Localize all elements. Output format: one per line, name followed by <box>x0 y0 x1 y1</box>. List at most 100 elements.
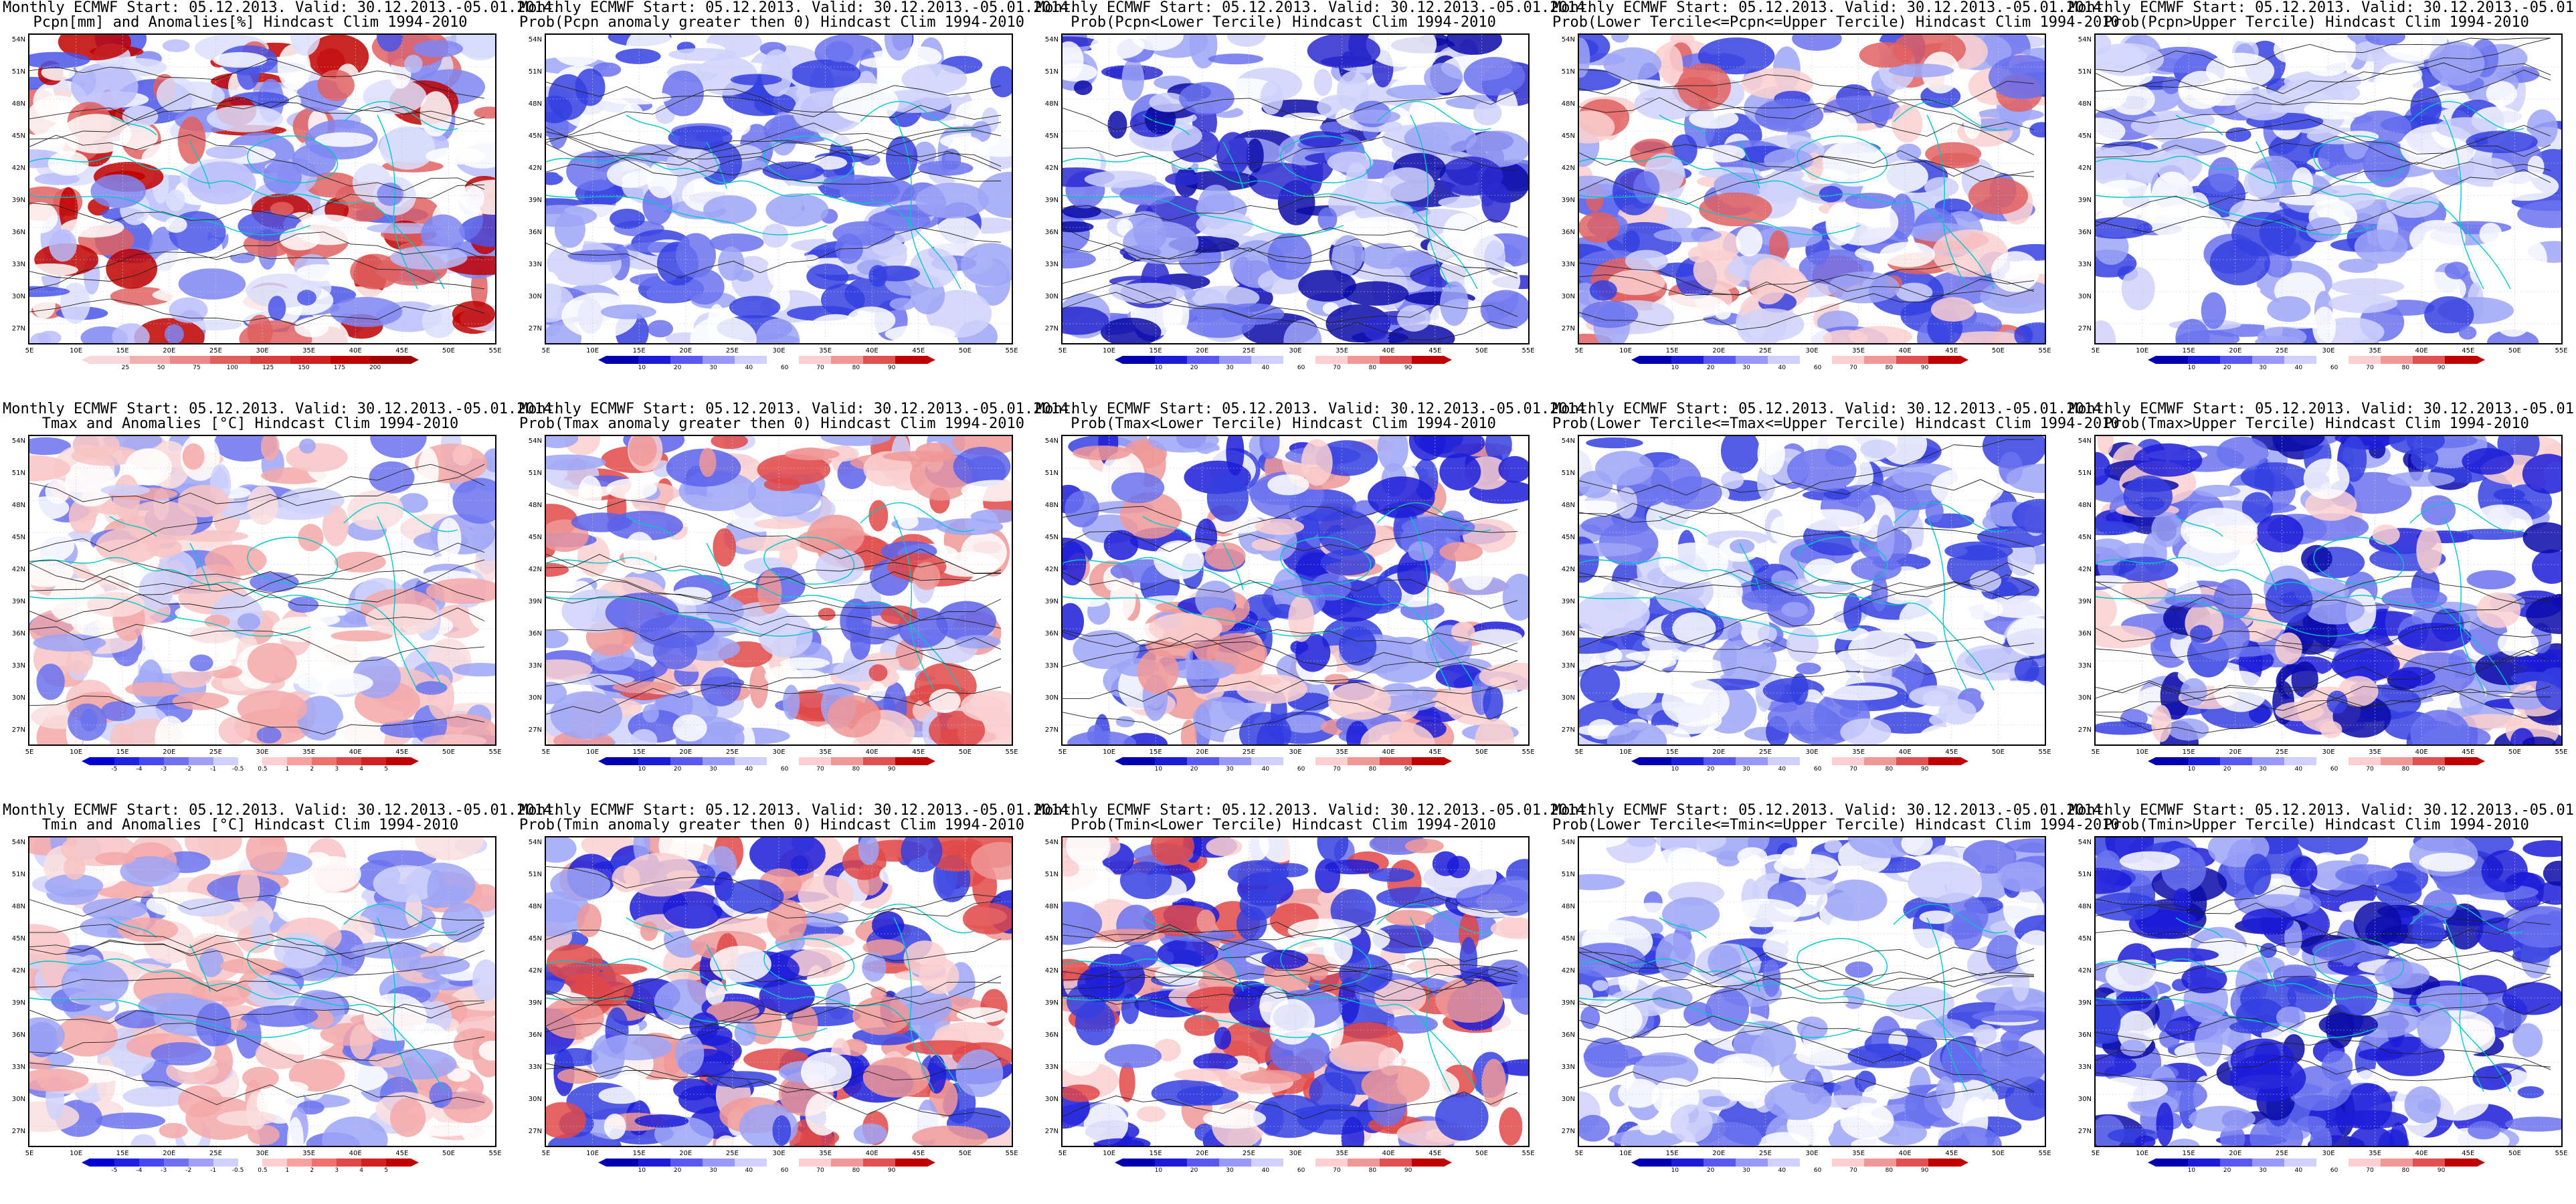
lat-tick-label: 45N <box>2078 132 2092 140</box>
colorbar-label: 70 <box>2366 1167 2374 1174</box>
lon-tick-label: 20E <box>2229 748 2242 756</box>
lon-tick-label: 55E <box>2555 1150 2568 1157</box>
map-field <box>1578 435 2046 746</box>
colorbar-swatch <box>638 356 671 364</box>
colorbar-label: 30 <box>1742 1167 1750 1174</box>
lat-tick-label: 48N <box>528 903 542 910</box>
colorbar-swatch <box>895 757 928 765</box>
colorbar-swatch <box>1283 1159 1316 1167</box>
colorbar-swatch <box>1380 757 1412 765</box>
lat-tick-label: 45N <box>2078 935 2092 942</box>
lat-tick-label: 39N <box>2078 598 2092 605</box>
colorbar-swatch <box>337 757 362 765</box>
colorbar-label: 70 <box>1333 365 1341 371</box>
field-plot <box>1063 837 1528 1146</box>
colorbar-swatch <box>2349 1159 2381 1167</box>
lat-tick-label: 45N <box>2078 534 2092 541</box>
colorbar-label: -4 <box>136 1167 143 1174</box>
colorbar-swatch <box>1639 757 1672 765</box>
colorbar-swatch <box>1864 1159 1897 1167</box>
colorbar-swatch <box>90 757 115 765</box>
colorbar-swatch <box>799 757 832 765</box>
colorbar-swatch <box>831 356 864 364</box>
lon-tick-label: 50E <box>442 1150 455 1157</box>
colorbar-label: 70 <box>1849 766 1857 773</box>
lon-tick-label: 30E <box>1805 1150 1819 1157</box>
colorbar-swatch <box>799 1159 832 1167</box>
colorbar-swatch <box>1251 1159 1284 1167</box>
panel-subtitle: Prob(Lower Tercile<=Tmax<=Upper Tercile)… <box>1552 415 2120 432</box>
colorbar-swatch <box>1251 757 1284 765</box>
colorbar: 25 50 75 100 125 150 175 200 <box>76 356 424 371</box>
colorbar-swatch <box>337 1159 362 1167</box>
colorbar-label: 10 <box>638 1167 646 1174</box>
map-field <box>28 836 496 1147</box>
lat-tick-label: 42N <box>1044 566 1059 573</box>
colorbar-swatch <box>2413 356 2446 364</box>
lon-tick-label: 40E <box>349 1150 362 1157</box>
colorbar-swatch <box>1315 356 1348 364</box>
colorbar-label: 4 <box>359 766 364 773</box>
colorbar-swatch <box>2220 356 2253 364</box>
lat-tick-label: 27N <box>2078 1128 2092 1135</box>
lon-tick-label: 40E <box>2415 748 2428 756</box>
field-plot <box>1579 837 2045 1146</box>
colorbar-label: 30 <box>2259 365 2267 371</box>
field-plot <box>1063 436 1528 744</box>
map-panel: Monthly ECMWF Start: 05.12.2013. Valid: … <box>3 401 561 789</box>
colorbar-swatch <box>1896 757 1929 765</box>
lon-tick-label: 40E <box>865 1150 879 1157</box>
colorbar-swatch <box>1736 757 1768 765</box>
lat-tick-label: 36N <box>528 630 542 637</box>
colorbar-label: 70 <box>816 766 824 773</box>
lon-tick-label: 45E <box>2462 347 2475 355</box>
lon-tick-label: 30E <box>256 347 269 355</box>
lon-tick-label: 10E <box>2136 748 2149 756</box>
colorbar-label: 80 <box>1368 766 1377 773</box>
map-field <box>1061 33 1530 344</box>
lon-tick-label: 40E <box>1898 748 1912 756</box>
colorbar-label: 1 <box>285 766 290 773</box>
lat-tick-label: 27N <box>1561 726 1575 734</box>
lat-tick-label: 30N <box>2078 1096 2092 1103</box>
field-plot <box>29 436 495 744</box>
map-panel: Monthly ECMWF Start: 05.12.2013. Valid: … <box>1036 803 1594 1191</box>
lat-tick-label: 45N <box>1044 935 1059 942</box>
lat-tick-label: 42N <box>11 566 25 573</box>
lon-tick-label: 40E <box>1382 1150 1395 1157</box>
colorbar-swatch <box>1736 356 1768 364</box>
colorbar-swatch <box>2445 356 2478 364</box>
map-panel: Monthly ECMWF Start: 05.12.2013. Valid: … <box>519 401 1077 789</box>
lat-tick-label: 45N <box>11 935 25 942</box>
lat-tick-label: 48N <box>1044 903 1059 910</box>
lon-tick-label: 15E <box>2182 1150 2195 1157</box>
colorbar-swatch <box>670 1159 703 1167</box>
colorbar-label: 2 <box>310 766 314 773</box>
lon-tick-label: 15E <box>632 748 646 756</box>
lon-tick-label: 15E <box>116 748 129 756</box>
lon-tick-label: 20E <box>1712 1150 1726 1157</box>
lat-tick-label: 30N <box>2078 293 2092 300</box>
lat-tick-label: 48N <box>528 100 542 108</box>
lon-tick-label: 50E <box>1991 347 2005 355</box>
lat-tick-label: 33N <box>11 1064 25 1071</box>
colorbar-label: 4 <box>359 1167 364 1174</box>
lon-tick-label: 15E <box>632 347 646 355</box>
lon-tick-label: 35E <box>302 1150 316 1157</box>
lat-tick-label: 42N <box>2078 566 2092 573</box>
lon-tick-label: 20E <box>163 1150 176 1157</box>
lat-tick-label: 45N <box>11 534 25 541</box>
field-plot <box>2096 837 2561 1146</box>
lon-tick-label: 45E <box>395 347 409 355</box>
colorbar-label: 90 <box>2437 365 2446 371</box>
map-field <box>1578 33 2046 344</box>
colorbar-label: 5 <box>384 766 388 773</box>
colorbar-label: 20 <box>2223 365 2231 371</box>
lon-tick-label: 25E <box>1242 748 1255 756</box>
lon-tick-label: 30E <box>1289 748 1302 756</box>
colorbar-label: 0.5 <box>258 1167 268 1174</box>
panel-subtitle: Prob(Tmin<Lower Tercile) Hindcast Clim 1… <box>1071 817 1496 833</box>
lon-tick-label: 15E <box>1149 347 1162 355</box>
panel-title: Monthly ECMWF Start: 05.12.2013. Valid: … <box>3 0 561 16</box>
lat-tick-label: 33N <box>1044 1064 1059 1071</box>
